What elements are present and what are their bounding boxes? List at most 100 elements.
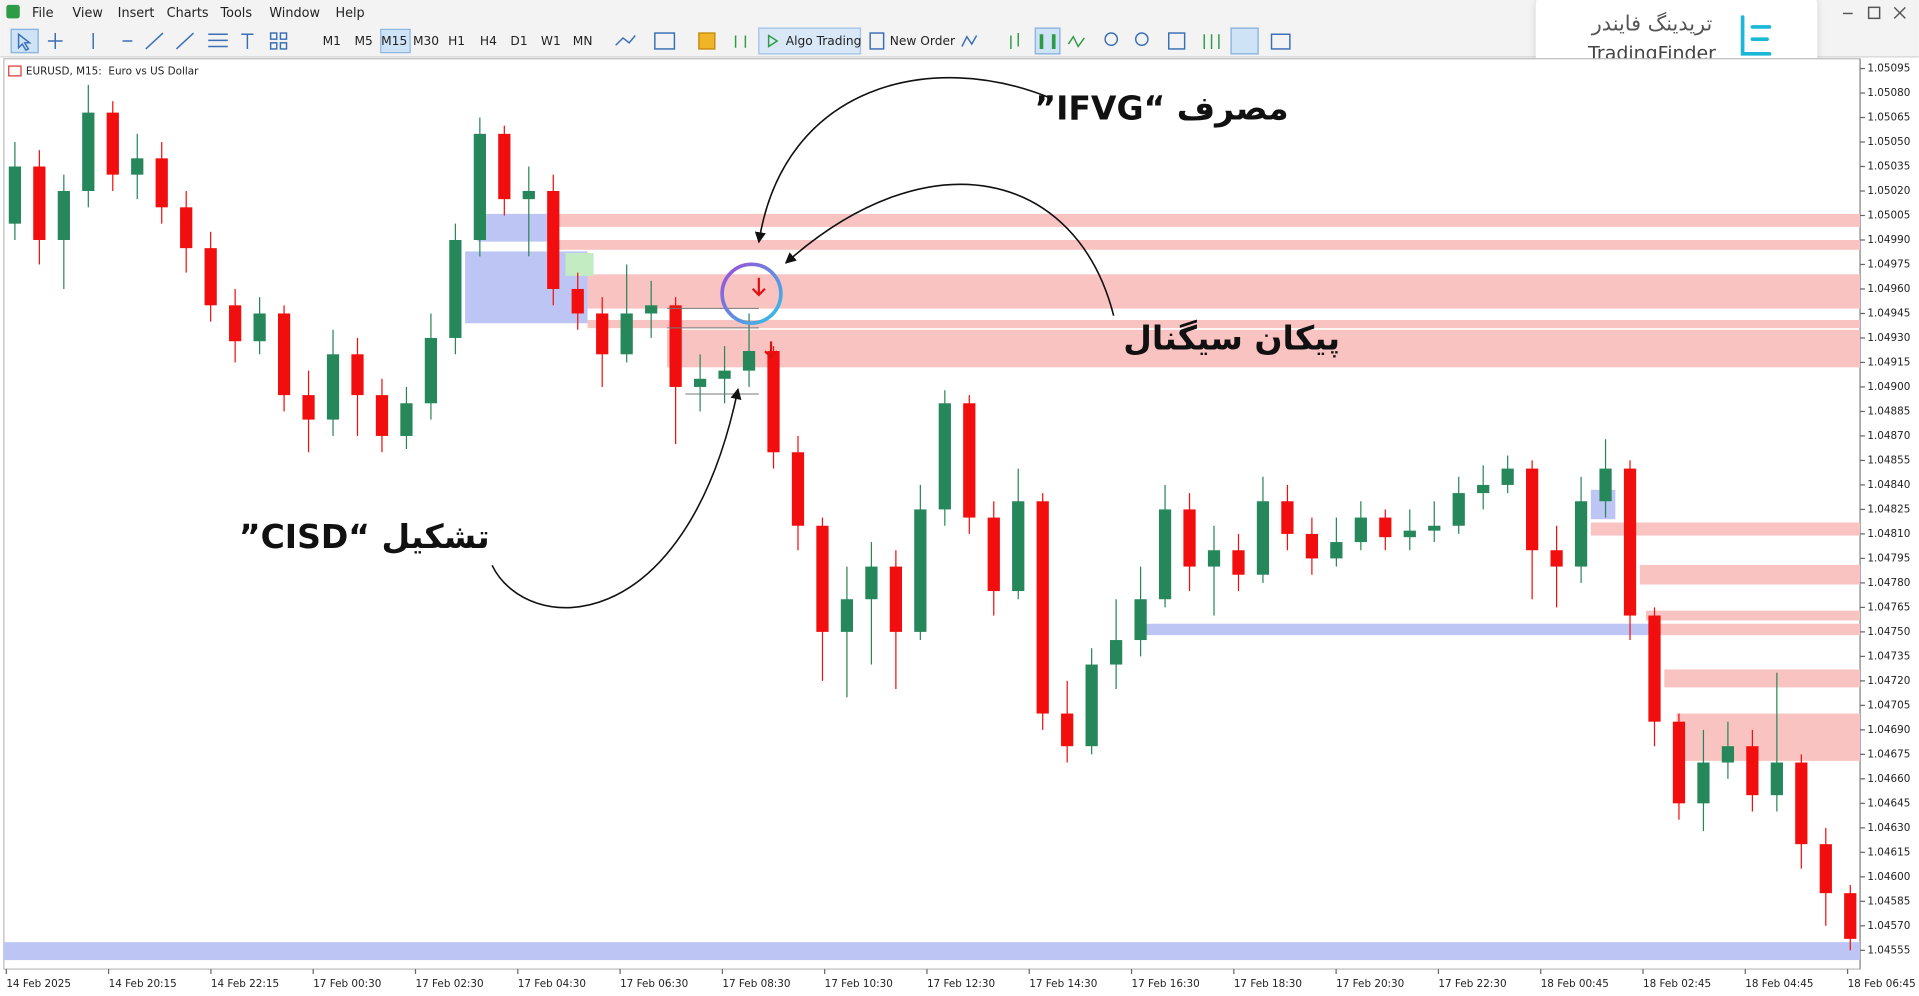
timeframe[interactable]: MN	[573, 34, 593, 48]
candle-body	[180, 207, 193, 249]
candle-body	[1770, 762, 1783, 796]
logo-persian: تریدینگ فایندر	[1591, 11, 1713, 35]
candle-body	[351, 354, 364, 396]
candle-body	[1207, 550, 1221, 567]
y-tick-label: 1.04645	[1867, 797, 1910, 809]
y-tick-label: 1.05035	[1867, 161, 1910, 173]
x-tick-label: 17 Feb 10:30	[825, 978, 893, 990]
candle-body	[1110, 640, 1123, 665]
zone	[1144, 623, 1653, 636]
candle-body	[1844, 893, 1857, 939]
candle-body	[1158, 509, 1172, 600]
candle-body	[914, 509, 927, 632]
zones	[3, 213, 1861, 961]
tool-chart-type[interactable]	[615, 35, 636, 46]
y-tick-label: 1.04930	[1867, 332, 1910, 344]
menu-item[interactable]: Charts	[167, 6, 209, 21]
timeframe[interactable]: M1	[323, 34, 341, 48]
tool-text[interactable]	[241, 33, 254, 49]
candle-body	[1477, 484, 1490, 494]
y-tick-label: 1.04825	[1867, 503, 1910, 515]
y-tick-label: 1.04600	[1867, 871, 1910, 883]
candle-body	[645, 305, 658, 314]
y-tick-label: 1.04885	[1867, 405, 1910, 417]
signal-markers	[667, 262, 783, 395]
timeframe[interactable]: H1	[448, 34, 465, 48]
candle-body	[375, 395, 389, 436]
menu-item[interactable]: File	[32, 6, 54, 21]
zone	[1664, 669, 1861, 688]
timeframe[interactable]: W1	[541, 34, 561, 48]
new-order[interactable]: New Order	[890, 34, 956, 48]
x-tick-label: 17 Feb 18:30	[1234, 978, 1302, 990]
y-tick-label: 1.05065	[1867, 112, 1910, 124]
candle-body	[1232, 550, 1245, 575]
timeframe[interactable]: H4	[480, 34, 497, 48]
candle-body	[1526, 468, 1539, 551]
y-tick-label: 1.04720	[1867, 675, 1910, 687]
y-tick-label: 1.04675	[1867, 748, 1910, 760]
candle-body	[155, 158, 168, 208]
y-tick-label: 1.04840	[1867, 479, 1910, 491]
annotation-arrows	[491, 76, 1115, 609]
x-tick-label: 18 Feb 00:45	[1541, 978, 1609, 990]
y-tick-label: 1.05080	[1867, 87, 1910, 99]
y-tick-label: 1.04795	[1867, 552, 1910, 564]
zone	[1590, 522, 1861, 536]
candle-body	[1281, 501, 1294, 534]
y-tick-label: 1.04855	[1867, 454, 1910, 466]
tool-lines[interactable]	[92, 33, 133, 49]
y-tick-label: 1.04630	[1867, 822, 1910, 834]
candle-body	[1599, 468, 1612, 502]
chart-icon	[8, 65, 22, 77]
candle-body	[963, 403, 976, 518]
timeframe[interactable]: M15	[381, 34, 407, 48]
algo-trading-button[interactable]	[758, 27, 862, 55]
y-tick-label: 1.04810	[1867, 528, 1910, 540]
x-tick-label: 17 Feb 00:30	[313, 978, 381, 990]
candle-body	[82, 112, 95, 191]
menu-item[interactable]: Insert	[118, 6, 155, 21]
candle-body	[791, 452, 805, 526]
timeframe[interactable]: M30	[413, 34, 439, 48]
menu-item[interactable]: Tools	[219, 6, 252, 21]
y-tick-label: 1.05005	[1867, 209, 1910, 221]
y-tick-label: 1.04990	[1867, 234, 1910, 246]
candle-body	[938, 403, 951, 510]
x-tick-label: 17 Feb 12:30	[927, 978, 995, 990]
timeframe[interactable]: D1	[510, 34, 527, 48]
y-tick-label: 1.04660	[1867, 773, 1910, 785]
menu-item[interactable]: View	[72, 6, 102, 21]
timeframe-active[interactable]	[380, 28, 411, 54]
candles	[8, 84, 1857, 951]
candle-body	[816, 525, 829, 632]
x-tick-label: 17 Feb 14:30	[1029, 978, 1097, 990]
candle-body	[718, 370, 731, 379]
candle-body	[987, 517, 1000, 592]
chart-title: EURUSD, M15: Euro vs US Dollar	[26, 66, 199, 78]
y-tick-label: 1.04705	[1867, 699, 1910, 711]
candle-body	[889, 566, 902, 632]
x-tick-label: 17 Feb 04:30	[518, 978, 586, 990]
candle-body	[1428, 525, 1441, 531]
algo-trading[interactable]: Algo Trading	[786, 34, 862, 48]
zone	[558, 239, 1861, 250]
timeframe[interactable]: M5	[354, 34, 372, 48]
candle-body	[1623, 468, 1637, 616]
app-icon	[6, 4, 20, 19]
tool-cursor[interactable]	[17, 32, 32, 52]
menu-item[interactable]: Help	[335, 6, 364, 21]
candle-body	[253, 313, 266, 342]
candle-body	[1574, 501, 1588, 567]
tool-draw[interactable]	[145, 32, 228, 50]
window-controls[interactable]	[1842, 6, 1906, 20]
tool-crosshair[interactable]	[47, 33, 63, 49]
candle-body	[424, 337, 438, 404]
candle-body	[1672, 721, 1686, 804]
candle-body	[1550, 550, 1563, 567]
chart-area	[3, 58, 1861, 970]
candle-body	[8, 166, 22, 224]
menu-item[interactable]: Window	[269, 6, 320, 21]
candle-body	[1061, 713, 1074, 747]
